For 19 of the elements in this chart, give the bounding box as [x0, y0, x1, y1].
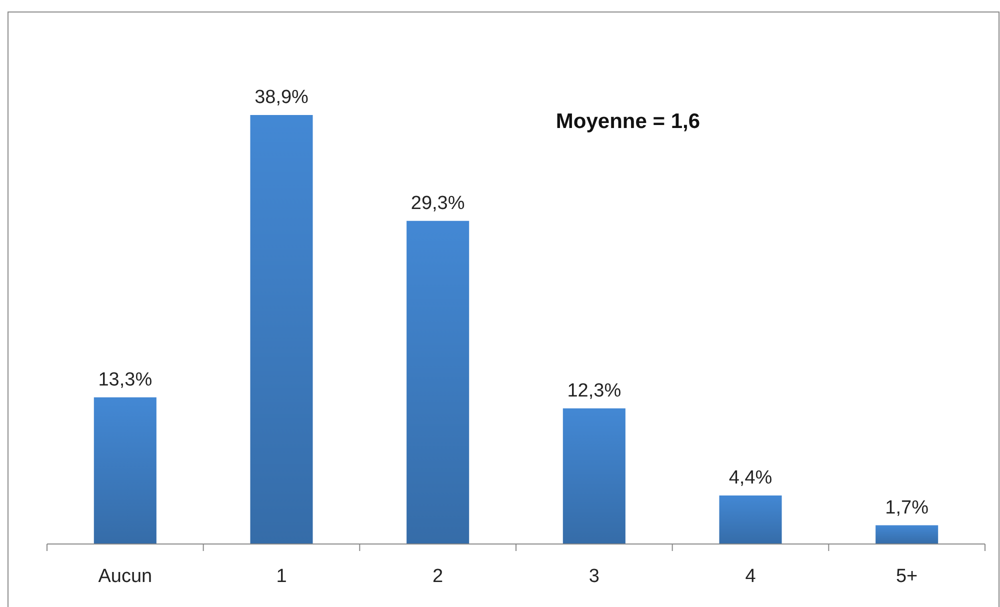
annotation: Moyenne = 1,6 — [556, 110, 700, 133]
x-tick-label: 1 — [276, 566, 287, 587]
data-label: 13,3% — [98, 369, 152, 390]
data-label: 38,9% — [254, 87, 309, 108]
bar — [250, 115, 313, 544]
data-label: 29,3% — [410, 192, 465, 214]
bar — [406, 220, 470, 544]
x-tick-label: Aucun — [98, 566, 152, 587]
x-tick-label: 3 — [588, 566, 600, 587]
bar — [876, 525, 938, 544]
data-label: 12,3% — [567, 380, 622, 402]
bar — [719, 495, 782, 544]
x-tick-label: 2 — [432, 566, 444, 587]
bar — [94, 397, 156, 544]
bar — [562, 408, 626, 544]
data-label: 1,7% — [885, 497, 929, 518]
x-tick-label: 5+ — [896, 566, 918, 587]
x-tick-label: 4 — [745, 566, 756, 587]
data-label: 4,4% — [728, 467, 772, 488]
